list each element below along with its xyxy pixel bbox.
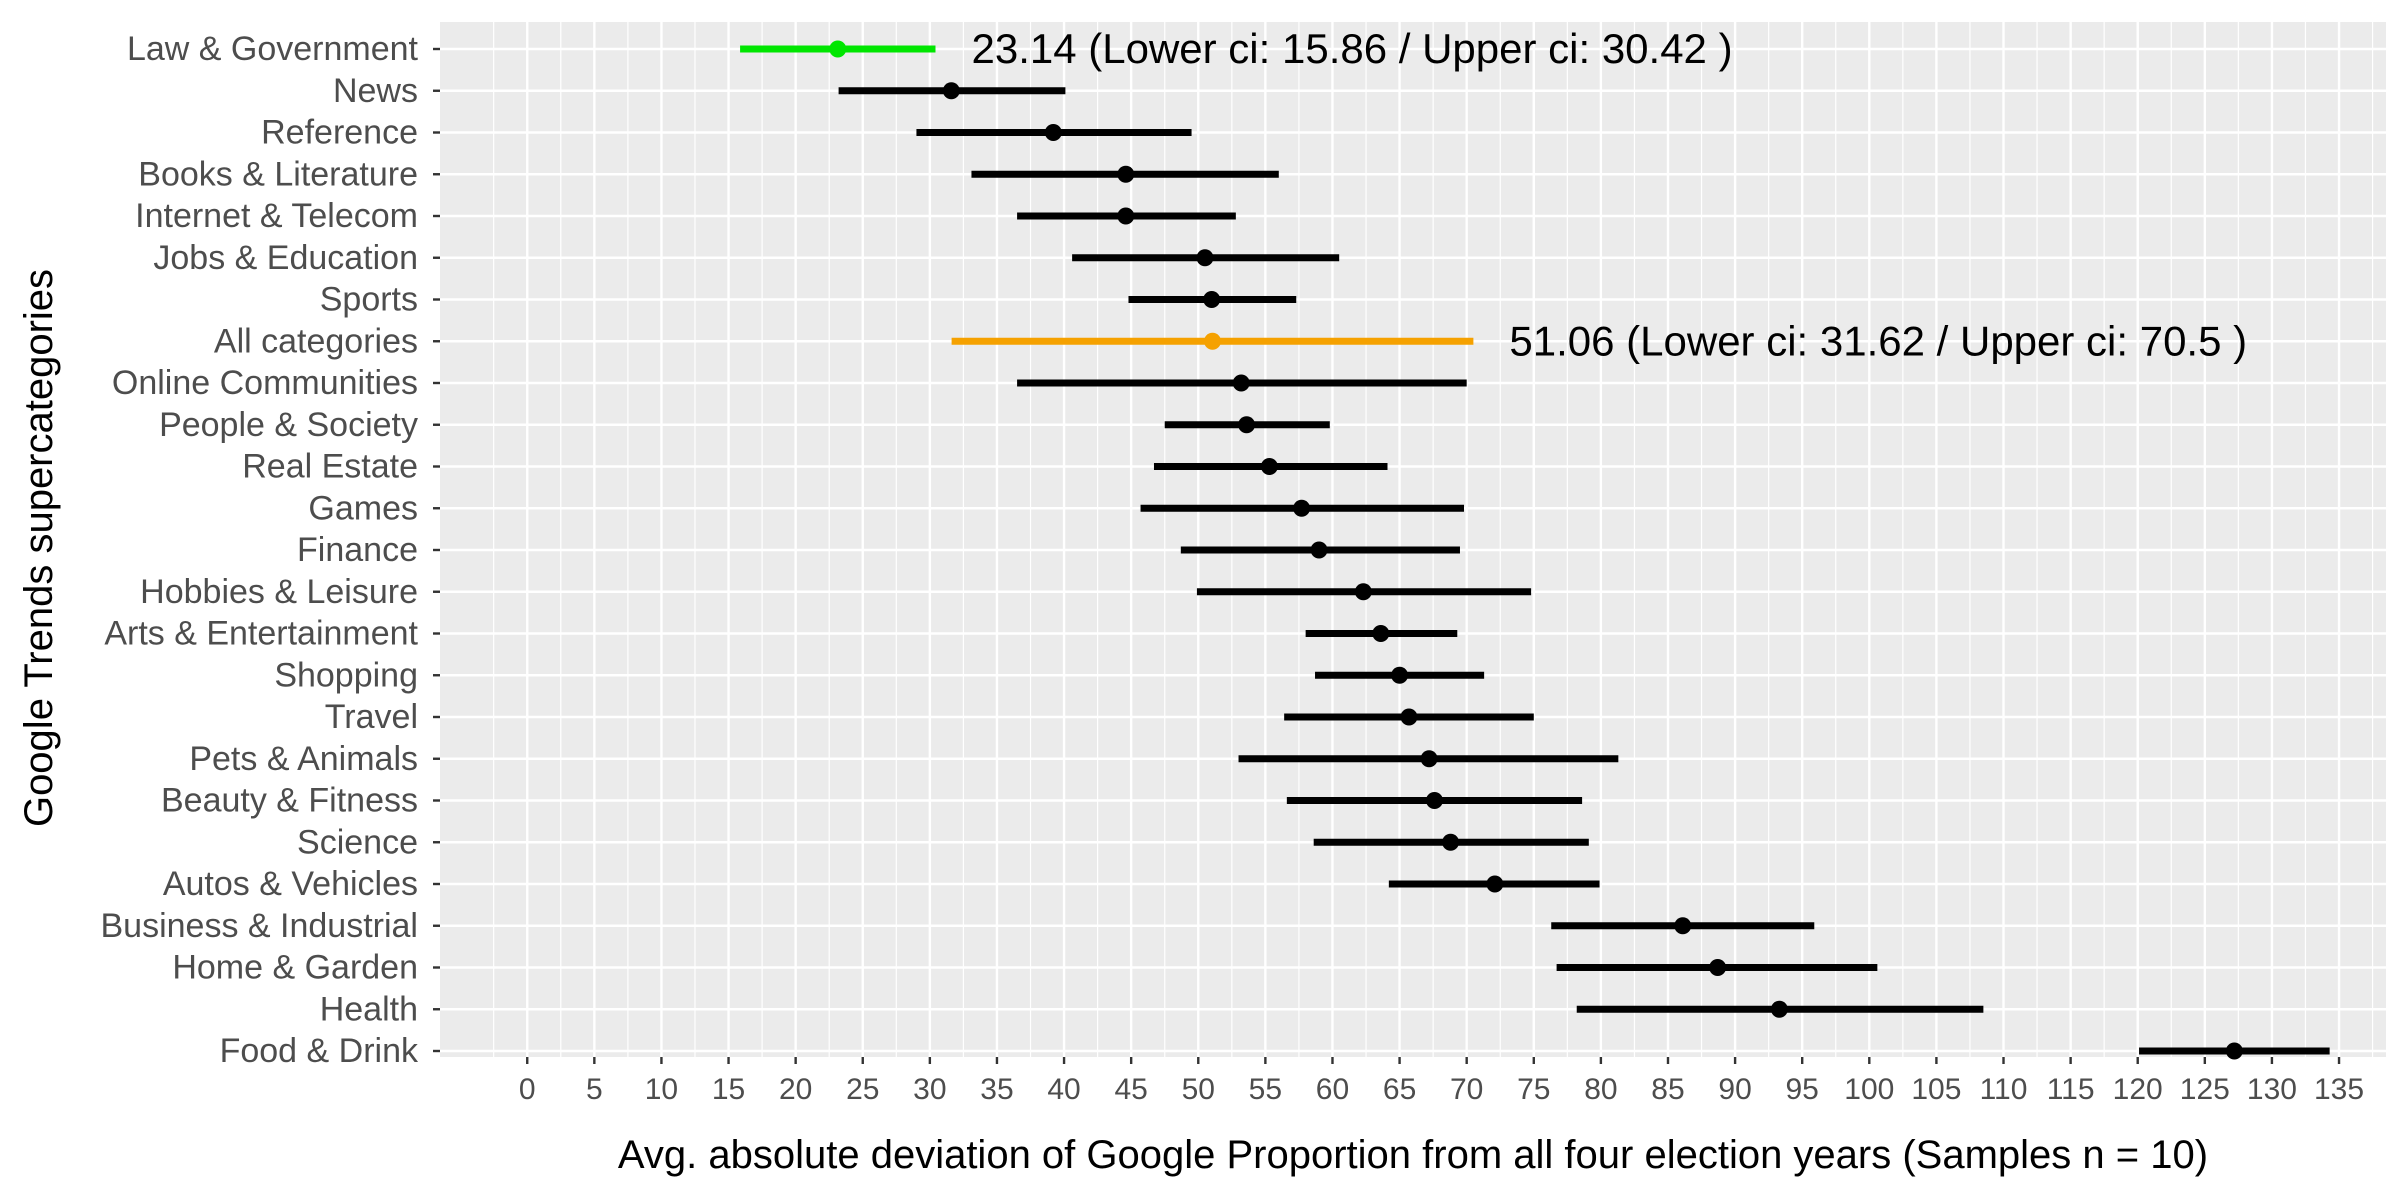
mean-point (1045, 124, 1062, 141)
x-tick-label: 120 (2113, 1073, 2163, 1106)
mean-point (1233, 375, 1250, 392)
y-tick-label: Beauty & Fitness (161, 782, 418, 820)
y-tick-label: Books & Literature (138, 155, 418, 193)
mean-point (1421, 750, 1438, 767)
x-tick-label: 90 (1718, 1073, 1751, 1106)
mean-point (1709, 959, 1726, 976)
x-tick-label: 40 (1047, 1073, 1080, 1106)
x-tick-label: 5 (586, 1073, 603, 1106)
x-tick-label: 135 (2314, 1073, 2364, 1106)
mean-point (1400, 709, 1417, 726)
y-tick-label: Health (320, 990, 418, 1028)
mean-point (1238, 416, 1255, 433)
annotation-label: 23.14 (Lower ci: 15.86 / Upper ci: 30.42… (971, 25, 1732, 72)
x-tick-label: 85 (1651, 1073, 1684, 1106)
y-tick-label: Games (308, 489, 418, 527)
y-tick-label: Arts & Entertainment (104, 615, 418, 653)
x-tick-label: 70 (1450, 1073, 1483, 1106)
y-tick-label: Online Communities (112, 364, 418, 402)
y-tick-label: Hobbies & Leisure (140, 573, 418, 611)
mean-point (1117, 166, 1134, 183)
mean-point (1442, 834, 1459, 851)
x-tick-label: 125 (2180, 1073, 2230, 1106)
x-tick-label: 130 (2247, 1073, 2297, 1106)
y-tick-label: Real Estate (242, 448, 418, 486)
plot-panel (440, 22, 2386, 1057)
y-tick-label: Science (297, 823, 418, 861)
x-tick-label: 65 (1383, 1073, 1416, 1106)
x-tick-label: 10 (645, 1073, 678, 1106)
mean-point (829, 41, 846, 58)
y-tick-label: Internet & Telecom (135, 197, 418, 235)
mean-point (1204, 333, 1221, 350)
y-tick-label: Finance (297, 531, 418, 569)
annotation-label: 51.06 (Lower ci: 31.62 / Upper ci: 70.5 … (1509, 317, 2247, 364)
y-tick-label: Home & Garden (172, 949, 418, 987)
mean-point (1311, 542, 1328, 559)
x-tick-label: 30 (913, 1073, 946, 1106)
y-tick-label: Food & Drink (220, 1032, 419, 1070)
mean-point (2226, 1043, 2243, 1060)
x-tick-label: 20 (779, 1073, 812, 1106)
mean-point (1372, 625, 1389, 642)
y-tick-label: Law & Government (127, 30, 419, 68)
x-tick-label: 55 (1249, 1073, 1282, 1106)
x-tick-label: 100 (1844, 1073, 1894, 1106)
mean-point (943, 82, 960, 99)
x-tick-label: 50 (1182, 1073, 1215, 1106)
mean-point (1771, 1001, 1788, 1018)
y-tick-label: Pets & Animals (189, 740, 418, 778)
mean-point (1486, 876, 1503, 893)
y-tick-label: Shopping (274, 656, 418, 694)
x-tick-label: 0 (519, 1073, 536, 1106)
y-tick-label: News (333, 72, 418, 110)
mean-point (1203, 291, 1220, 308)
y-tick-label: All categories (214, 322, 418, 360)
y-tick-label: Jobs & Education (153, 239, 418, 277)
x-tick-label: 80 (1584, 1073, 1617, 1106)
x-tick-label: 15 (712, 1073, 745, 1106)
mean-point (1196, 249, 1213, 266)
mean-point (1674, 917, 1691, 934)
mean-point (1117, 208, 1134, 225)
y-tick-label: Autos & Vehicles (163, 865, 418, 903)
x-tick-label: 105 (1911, 1073, 1961, 1106)
mean-point (1355, 583, 1372, 600)
y-tick-label: Business & Industrial (101, 907, 419, 945)
y-tick-label: Sports (320, 281, 418, 319)
y-tick-label: Reference (261, 114, 418, 152)
mean-point (1391, 667, 1408, 684)
x-tick-label: 115 (2047, 1073, 2095, 1106)
y-tick-label: People & Society (159, 406, 418, 444)
mean-point (1261, 458, 1278, 475)
x-tick-label: 95 (1786, 1073, 1819, 1106)
mean-point (1293, 500, 1310, 517)
y-axis-title: Google Trends supercategories (17, 269, 61, 827)
x-tick-label: 110 (1980, 1073, 2028, 1106)
x-tick-label: 35 (980, 1073, 1013, 1106)
x-tick-label: 25 (846, 1073, 879, 1106)
x-tick-label: 45 (1114, 1073, 1147, 1106)
x-axis-title: Avg. absolute deviation of Google Propor… (618, 1133, 2208, 1177)
x-tick-label: 60 (1316, 1073, 1349, 1106)
x-tick-label: 75 (1517, 1073, 1550, 1106)
y-tick-label: Travel (325, 698, 418, 736)
mean-point (1426, 792, 1443, 809)
